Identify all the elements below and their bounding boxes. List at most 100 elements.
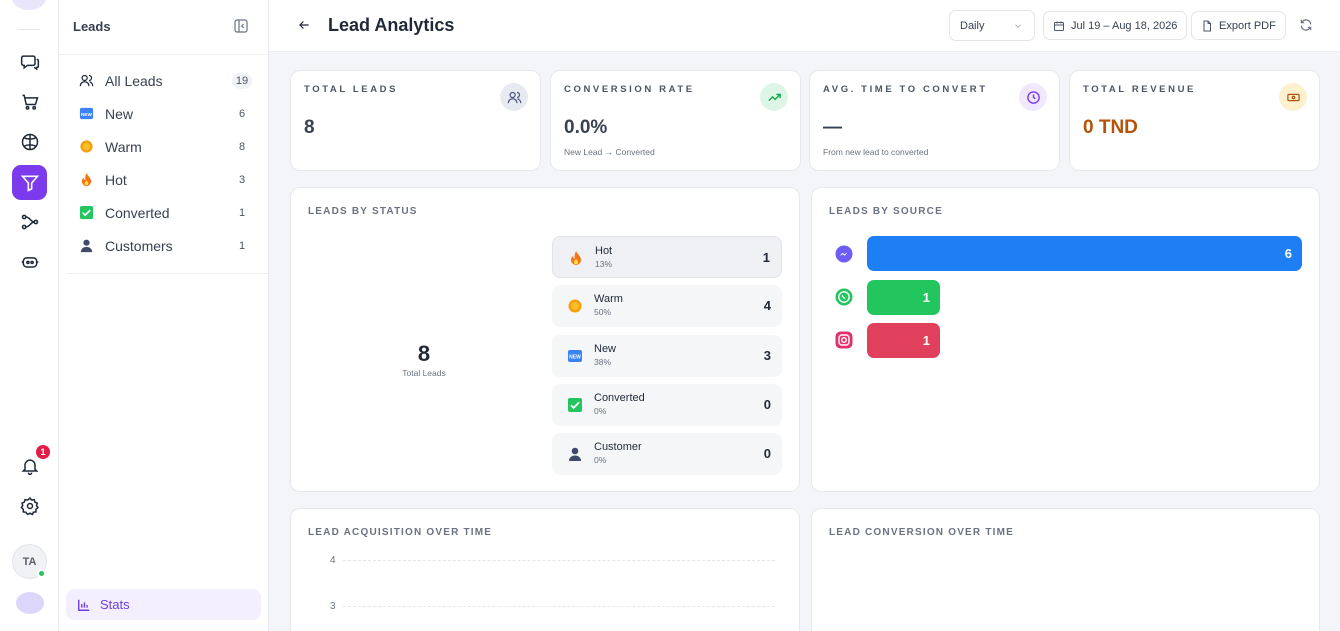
stat-card-conversion-rate: CONVERSION RATE 0.0% New Lead → Converte… <box>550 70 801 171</box>
status-count: 1 <box>762 250 770 265</box>
messenger-icon <box>835 245 853 263</box>
y-tick-label: 3 <box>330 601 336 612</box>
new-badge-icon: NEW <box>79 106 94 121</box>
status-row-warm[interactable]: Warm 50% 4 <box>552 285 782 327</box>
check-box-icon <box>568 398 582 412</box>
sun-icon <box>79 139 94 154</box>
status-name: Customer <box>594 441 642 453</box>
notification-badge: 1 <box>36 445 50 459</box>
status-percent: 0% <box>594 455 607 465</box>
catalog-icon[interactable] <box>12 124 47 159</box>
sidebar-item-count: 6 <box>238 107 246 120</box>
stat-label: TOTAL LEADS <box>304 84 399 95</box>
gridline <box>343 606 775 607</box>
svg-text:NEW: NEW <box>569 355 581 361</box>
stat-card-total-leads: TOTAL LEADS 8 <box>290 70 541 171</box>
assistant-icon[interactable] <box>16 592 44 614</box>
status-row-hot[interactable]: Hot 13% 1 <box>552 236 782 278</box>
status-name: Warm <box>594 293 623 305</box>
period-select[interactable]: Daily <box>949 10 1035 41</box>
refresh-icon[interactable] <box>1299 18 1313 32</box>
sidebar-item-label: Customers <box>105 237 173 254</box>
topbar: Lead Analytics Daily Jul 19 – Aug 18, 20… <box>269 0 1340 52</box>
sidebar-item-count: 19 <box>232 72 252 89</box>
whatsapp-icon <box>835 288 853 306</box>
status-count: 0 <box>763 446 771 461</box>
leads-sidebar: Leads All Leads 19 NEW New 6 Warm 8 Hot … <box>59 0 269 631</box>
lead-acquisition-panel: LEAD ACQUISITION OVER TIME 4 3 <box>290 508 800 631</box>
cart-icon[interactable] <box>12 84 47 119</box>
fire-icon <box>571 251 581 265</box>
sidebar-item-warm[interactable]: Warm 8 <box>73 130 261 163</box>
leads-by-source-panel: LEADS BY SOURCE 6 1 1 <box>811 187 1320 492</box>
sidebar-item-count: 8 <box>238 140 246 153</box>
settings-icon[interactable] <box>12 488 47 523</box>
panel-title: LEADS BY STATUS <box>308 206 418 217</box>
status-percent: 50% <box>594 307 612 317</box>
y-tick-label: 4 <box>330 555 336 566</box>
stat-card-total-revenue: TOTAL REVENUE 0 TND <box>1069 70 1320 171</box>
date-range-label: Jul 19 – Aug 18, 2026 <box>1071 19 1178 32</box>
sidebar-item-label: Hot <box>105 171 127 188</box>
sidebar-item-converted[interactable]: Converted 1 <box>73 196 261 229</box>
period-select-value: Daily <box>960 19 985 32</box>
status-count: 0 <box>763 397 771 412</box>
person-icon <box>79 238 94 253</box>
status-percent: 0% <box>594 406 607 416</box>
stat-value: 0.0% <box>564 117 608 138</box>
sidebar-item-new[interactable]: NEW New 6 <box>73 97 261 130</box>
status-row-converted[interactable]: Converted 0% 0 <box>552 384 782 426</box>
collapse-sidebar-icon[interactable] <box>233 18 249 34</box>
stat-label: AVG. TIME TO CONVERT <box>823 84 988 95</box>
sidebar-header: Leads <box>59 0 268 55</box>
sidebar-item-customers[interactable]: Customers 1 <box>73 229 261 262</box>
app-logo[interactable] <box>12 0 46 10</box>
stat-label: TOTAL REVENUE <box>1083 84 1196 95</box>
file-icon <box>1203 20 1211 31</box>
sidebar-item-label: All Leads <box>105 72 163 89</box>
sidebar-item-stats[interactable]: Stats <box>66 589 261 620</box>
sidebar-item-label: Converted <box>105 204 170 221</box>
lead-conversion-panel: LEAD CONVERSION OVER TIME <box>811 508 1320 631</box>
sidebar-item-hot[interactable]: Hot 3 <box>73 163 261 196</box>
stat-value: 0 TND <box>1083 117 1138 138</box>
messages-icon[interactable] <box>12 44 47 79</box>
svg-text:NEW: NEW <box>81 112 92 117</box>
panel-title: LEAD ACQUISITION OVER TIME <box>308 527 493 538</box>
sidebar-title: Leads <box>73 19 111 34</box>
sun-icon <box>568 299 582 313</box>
page-title: Lead Analytics <box>328 15 455 35</box>
status-row-customer[interactable]: Customer 0% 0 <box>552 433 782 475</box>
chevron-down-icon <box>1015 24 1021 28</box>
status-name: Converted <box>594 392 645 404</box>
sidebar-list: All Leads 19 NEW New 6 Warm 8 Hot 3 Conv… <box>66 55 268 274</box>
status-count: 4 <box>763 298 771 313</box>
sidebar-item-label: Warm <box>105 138 142 155</box>
sidebar-item-count: 1 <box>238 239 246 252</box>
export-pdf-label: Export PDF <box>1219 19 1276 32</box>
export-pdf-button[interactable]: Export PDF <box>1191 11 1286 40</box>
rail-divider <box>18 29 40 30</box>
total-leads-caption: Total Leads <box>402 368 446 378</box>
source-bar-instagram[interactable]: 1 <box>867 323 940 358</box>
app-rail: 1 TA <box>0 0 59 631</box>
status-percent: 13% <box>595 259 613 269</box>
funnel-icon[interactable] <box>12 165 47 200</box>
flow-icon[interactable] <box>12 204 47 239</box>
status-count: 3 <box>763 348 771 363</box>
online-status-dot <box>37 569 46 578</box>
source-bar-whatsapp[interactable]: 1 <box>867 280 940 315</box>
date-range-button[interactable]: Jul 19 – Aug 18, 2026 <box>1043 11 1188 40</box>
sidebar-item-all-leads[interactable]: All Leads 19 <box>73 64 261 97</box>
sidebar-item-label: Stats <box>100 597 130 612</box>
trending-up-icon <box>760 83 788 111</box>
person-icon <box>569 447 581 461</box>
instagram-icon <box>835 331 853 349</box>
bell-icon[interactable] <box>12 448 47 483</box>
source-bar-messenger[interactable]: 6 <box>867 236 1302 271</box>
back-arrow-icon[interactable] <box>297 18 311 32</box>
stat-value: — <box>823 117 842 138</box>
users-icon <box>79 73 94 88</box>
status-row-new[interactable]: NEW New 38% 3 <box>552 335 782 377</box>
bot-icon[interactable] <box>12 244 47 279</box>
